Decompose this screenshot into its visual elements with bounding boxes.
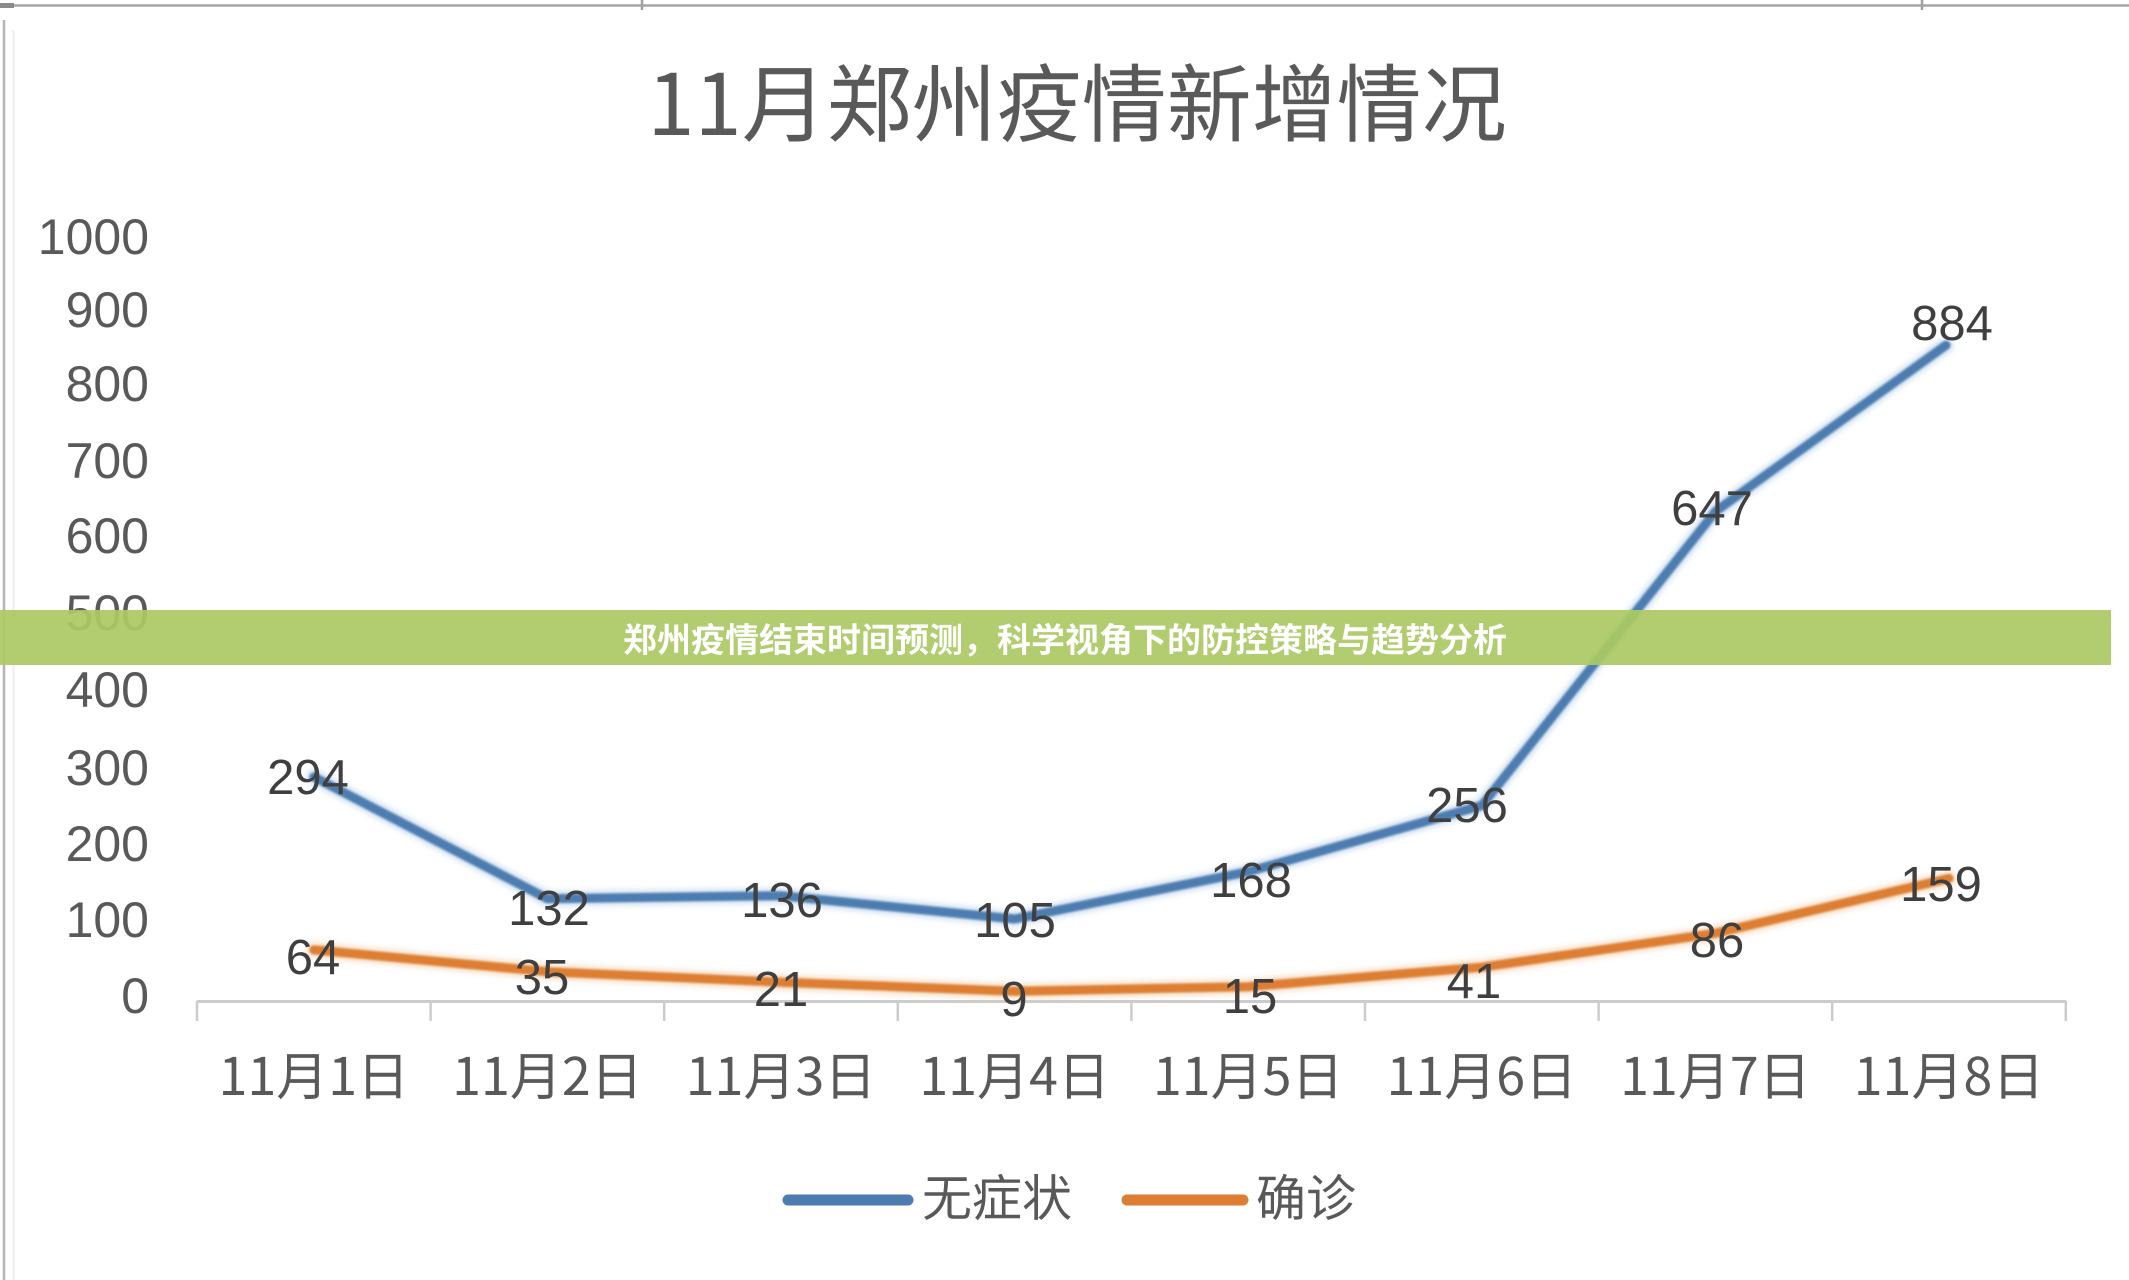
svg-text:900: 900 bbox=[66, 282, 149, 338]
svg-text:105: 105 bbox=[974, 894, 1056, 948]
svg-text:168: 168 bbox=[1210, 854, 1292, 908]
svg-text:100: 100 bbox=[66, 892, 149, 948]
svg-text:647: 647 bbox=[1671, 482, 1753, 536]
svg-text:700: 700 bbox=[66, 433, 149, 489]
svg-text:300: 300 bbox=[66, 740, 149, 796]
svg-text:1000: 1000 bbox=[38, 209, 149, 265]
svg-text:136: 136 bbox=[741, 874, 823, 928]
svg-text:64: 64 bbox=[286, 931, 341, 985]
svg-text:884: 884 bbox=[1911, 297, 1993, 351]
svg-text:86: 86 bbox=[1690, 914, 1745, 968]
svg-text:35: 35 bbox=[515, 951, 570, 1005]
svg-text:400: 400 bbox=[66, 662, 149, 718]
svg-text:200: 200 bbox=[66, 816, 149, 872]
svg-text:0: 0 bbox=[121, 968, 149, 1024]
svg-text:800: 800 bbox=[66, 356, 149, 412]
svg-text:159: 159 bbox=[1900, 858, 1982, 912]
svg-text:41: 41 bbox=[1447, 955, 1502, 1009]
svg-text:294: 294 bbox=[267, 751, 349, 805]
svg-text:600: 600 bbox=[66, 508, 149, 564]
svg-text:21: 21 bbox=[754, 963, 809, 1017]
svg-text:132: 132 bbox=[508, 882, 590, 936]
svg-text:9: 9 bbox=[1000, 973, 1027, 1027]
svg-text:256: 256 bbox=[1426, 779, 1508, 833]
svg-text:15: 15 bbox=[1223, 970, 1278, 1024]
